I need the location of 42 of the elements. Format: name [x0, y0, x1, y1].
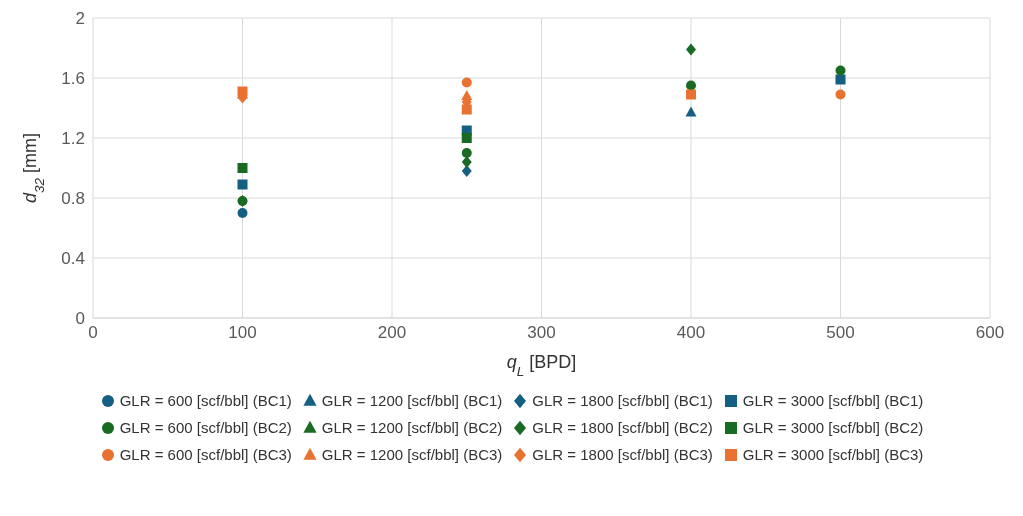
x-tick-label: 200 [377, 323, 407, 343]
point [685, 106, 697, 117]
y-tick-label: 0 [75, 309, 85, 329]
legend-label: GLR = 1800 [scf/bbl] (BC3) [532, 446, 713, 463]
legend-label: GLR = 3000 [scf/bbl] (BC3) [742, 446, 924, 463]
legend-label: GLR = 1200 [scf/bbl] (BC3) [321, 446, 503, 463]
x-tick-label: 600 [975, 323, 1005, 343]
x-tick-label: 400 [676, 323, 706, 343]
y-tick-label: 1.6 [61, 69, 85, 89]
legend-label: GLR = 600 [scf/bbl] (BC3) [119, 446, 292, 463]
point [461, 133, 472, 143]
y-tick-label: 2 [75, 9, 85, 29]
x-axis-title: q$_{L}$ [BPD] [506, 352, 577, 379]
legend-label: GLR = 3000 [scf/bbl] (BC2) [742, 419, 924, 436]
point [461, 165, 472, 177]
point [237, 179, 248, 190]
legend-label: GLR = 1800 [scf/bbl] (BC1) [532, 392, 713, 409]
x-tick-label: 300 [527, 323, 556, 343]
y-tick-label: 0.8 [61, 189, 85, 209]
legend-label: GLR = 3000 [scf/bbl] (BC1) [742, 392, 924, 409]
x-tick-label: 0 [88, 323, 98, 343]
point [686, 43, 696, 56]
legend-label: GLR = 1800 [scf/bbl] (BC2) [532, 419, 713, 436]
point [461, 156, 472, 168]
y-tick-label: 1.2 [61, 129, 85, 149]
point [835, 65, 846, 76]
point [461, 104, 472, 115]
point [686, 80, 696, 91]
legend-label: GLR = 600 [scf/bbl] (BC2) [119, 419, 292, 436]
point [835, 74, 846, 85]
y-tick-label: 0.4 [61, 249, 85, 269]
point [686, 89, 696, 100]
point [461, 148, 472, 158]
legend-label: GLR = 600 [scf/bbl] (BC1) [119, 392, 292, 409]
point [237, 208, 248, 218]
legend-label: GLR = 1200 [scf/bbl] (BC1) [321, 392, 503, 409]
point [835, 89, 846, 100]
x-tick-label: 500 [826, 323, 855, 343]
x-tick-label: 100 [228, 323, 257, 343]
point [461, 77, 472, 88]
legend-label: GLR = 1200 [scf/bbl] (BC2) [321, 419, 503, 436]
point [237, 163, 248, 173]
